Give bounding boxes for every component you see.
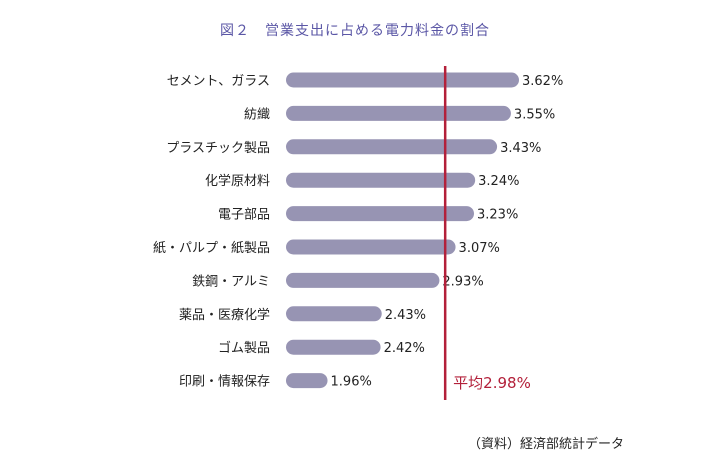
- value-label: 3.23%: [477, 208, 518, 223]
- value-label: 3.43%: [500, 141, 541, 156]
- bar: [286, 373, 328, 389]
- category-label: 印刷・情報保存: [179, 375, 270, 390]
- category-label: プラスチック製品: [166, 141, 270, 156]
- value-label: 3.24%: [478, 174, 519, 189]
- bar: [286, 139, 498, 155]
- bar: [286, 72, 519, 88]
- bar: [286, 306, 382, 322]
- category-label: 電子部品: [218, 208, 270, 223]
- category-label: 紡織: [244, 107, 270, 122]
- value-label: 2.43%: [385, 308, 426, 323]
- bar: [286, 105, 511, 121]
- bar: [286, 239, 456, 255]
- value-label: 3.62%: [522, 74, 563, 89]
- value-label: 2.93%: [442, 274, 483, 289]
- bar: [286, 206, 475, 222]
- chart-title: 図２ 営業支出に占める電力料金の割合: [220, 23, 490, 39]
- value-label: 3.55%: [514, 107, 555, 122]
- category-label: 鉄鋼・アルミ: [192, 274, 270, 289]
- average-label: 平均2.98%: [453, 374, 531, 392]
- category-label: ゴム製品: [218, 340, 270, 356]
- category-label: 化学原材料: [205, 173, 270, 189]
- bar: [286, 272, 440, 288]
- category-label: 薬品・医療化学: [179, 307, 270, 323]
- value-label: 2.42%: [384, 341, 425, 356]
- bar: [286, 339, 381, 355]
- category-label: 紙・パルプ・紙製品: [153, 241, 270, 256]
- category-label: セメント、ガラス: [167, 74, 270, 89]
- source-note: （資料）経済部統計データ: [467, 437, 624, 452]
- bar: [286, 172, 476, 188]
- value-label: 3.07%: [459, 241, 500, 256]
- value-label: 1.96%: [331, 375, 372, 390]
